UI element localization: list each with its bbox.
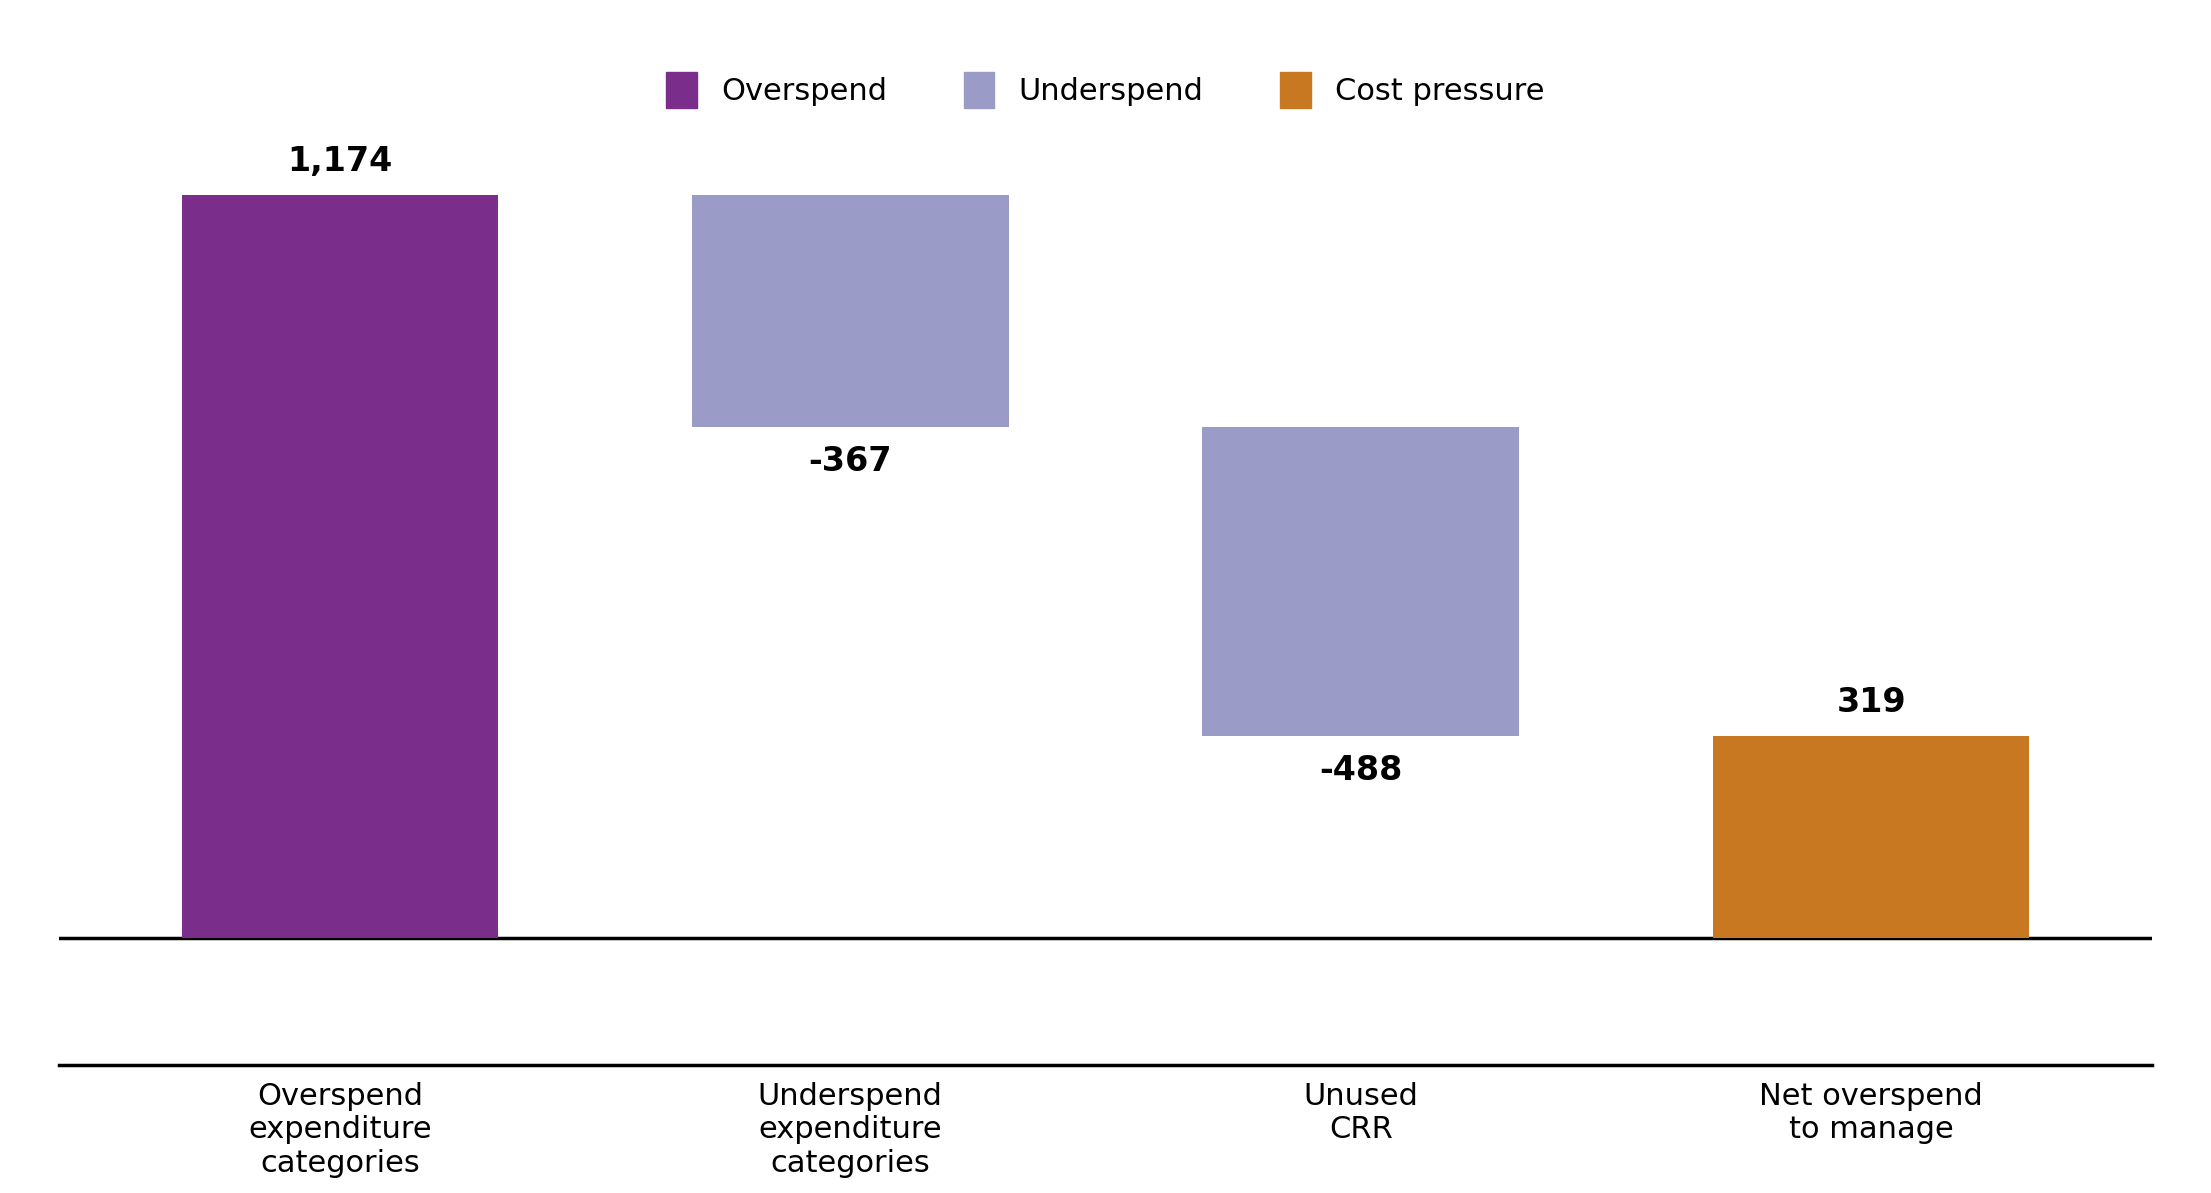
Text: -367: -367 — [809, 445, 891, 477]
Text: -488: -488 — [1320, 754, 1402, 787]
Bar — [181, 194, 497, 939]
Text: 1,174: 1,174 — [287, 144, 394, 178]
Text: 319: 319 — [1837, 686, 1906, 719]
Bar — [692, 194, 1008, 427]
Bar — [1203, 427, 1519, 736]
Legend: Overspend, Underspend, Cost pressure: Overspend, Underspend, Cost pressure — [654, 60, 1557, 119]
Bar — [1714, 736, 2030, 939]
